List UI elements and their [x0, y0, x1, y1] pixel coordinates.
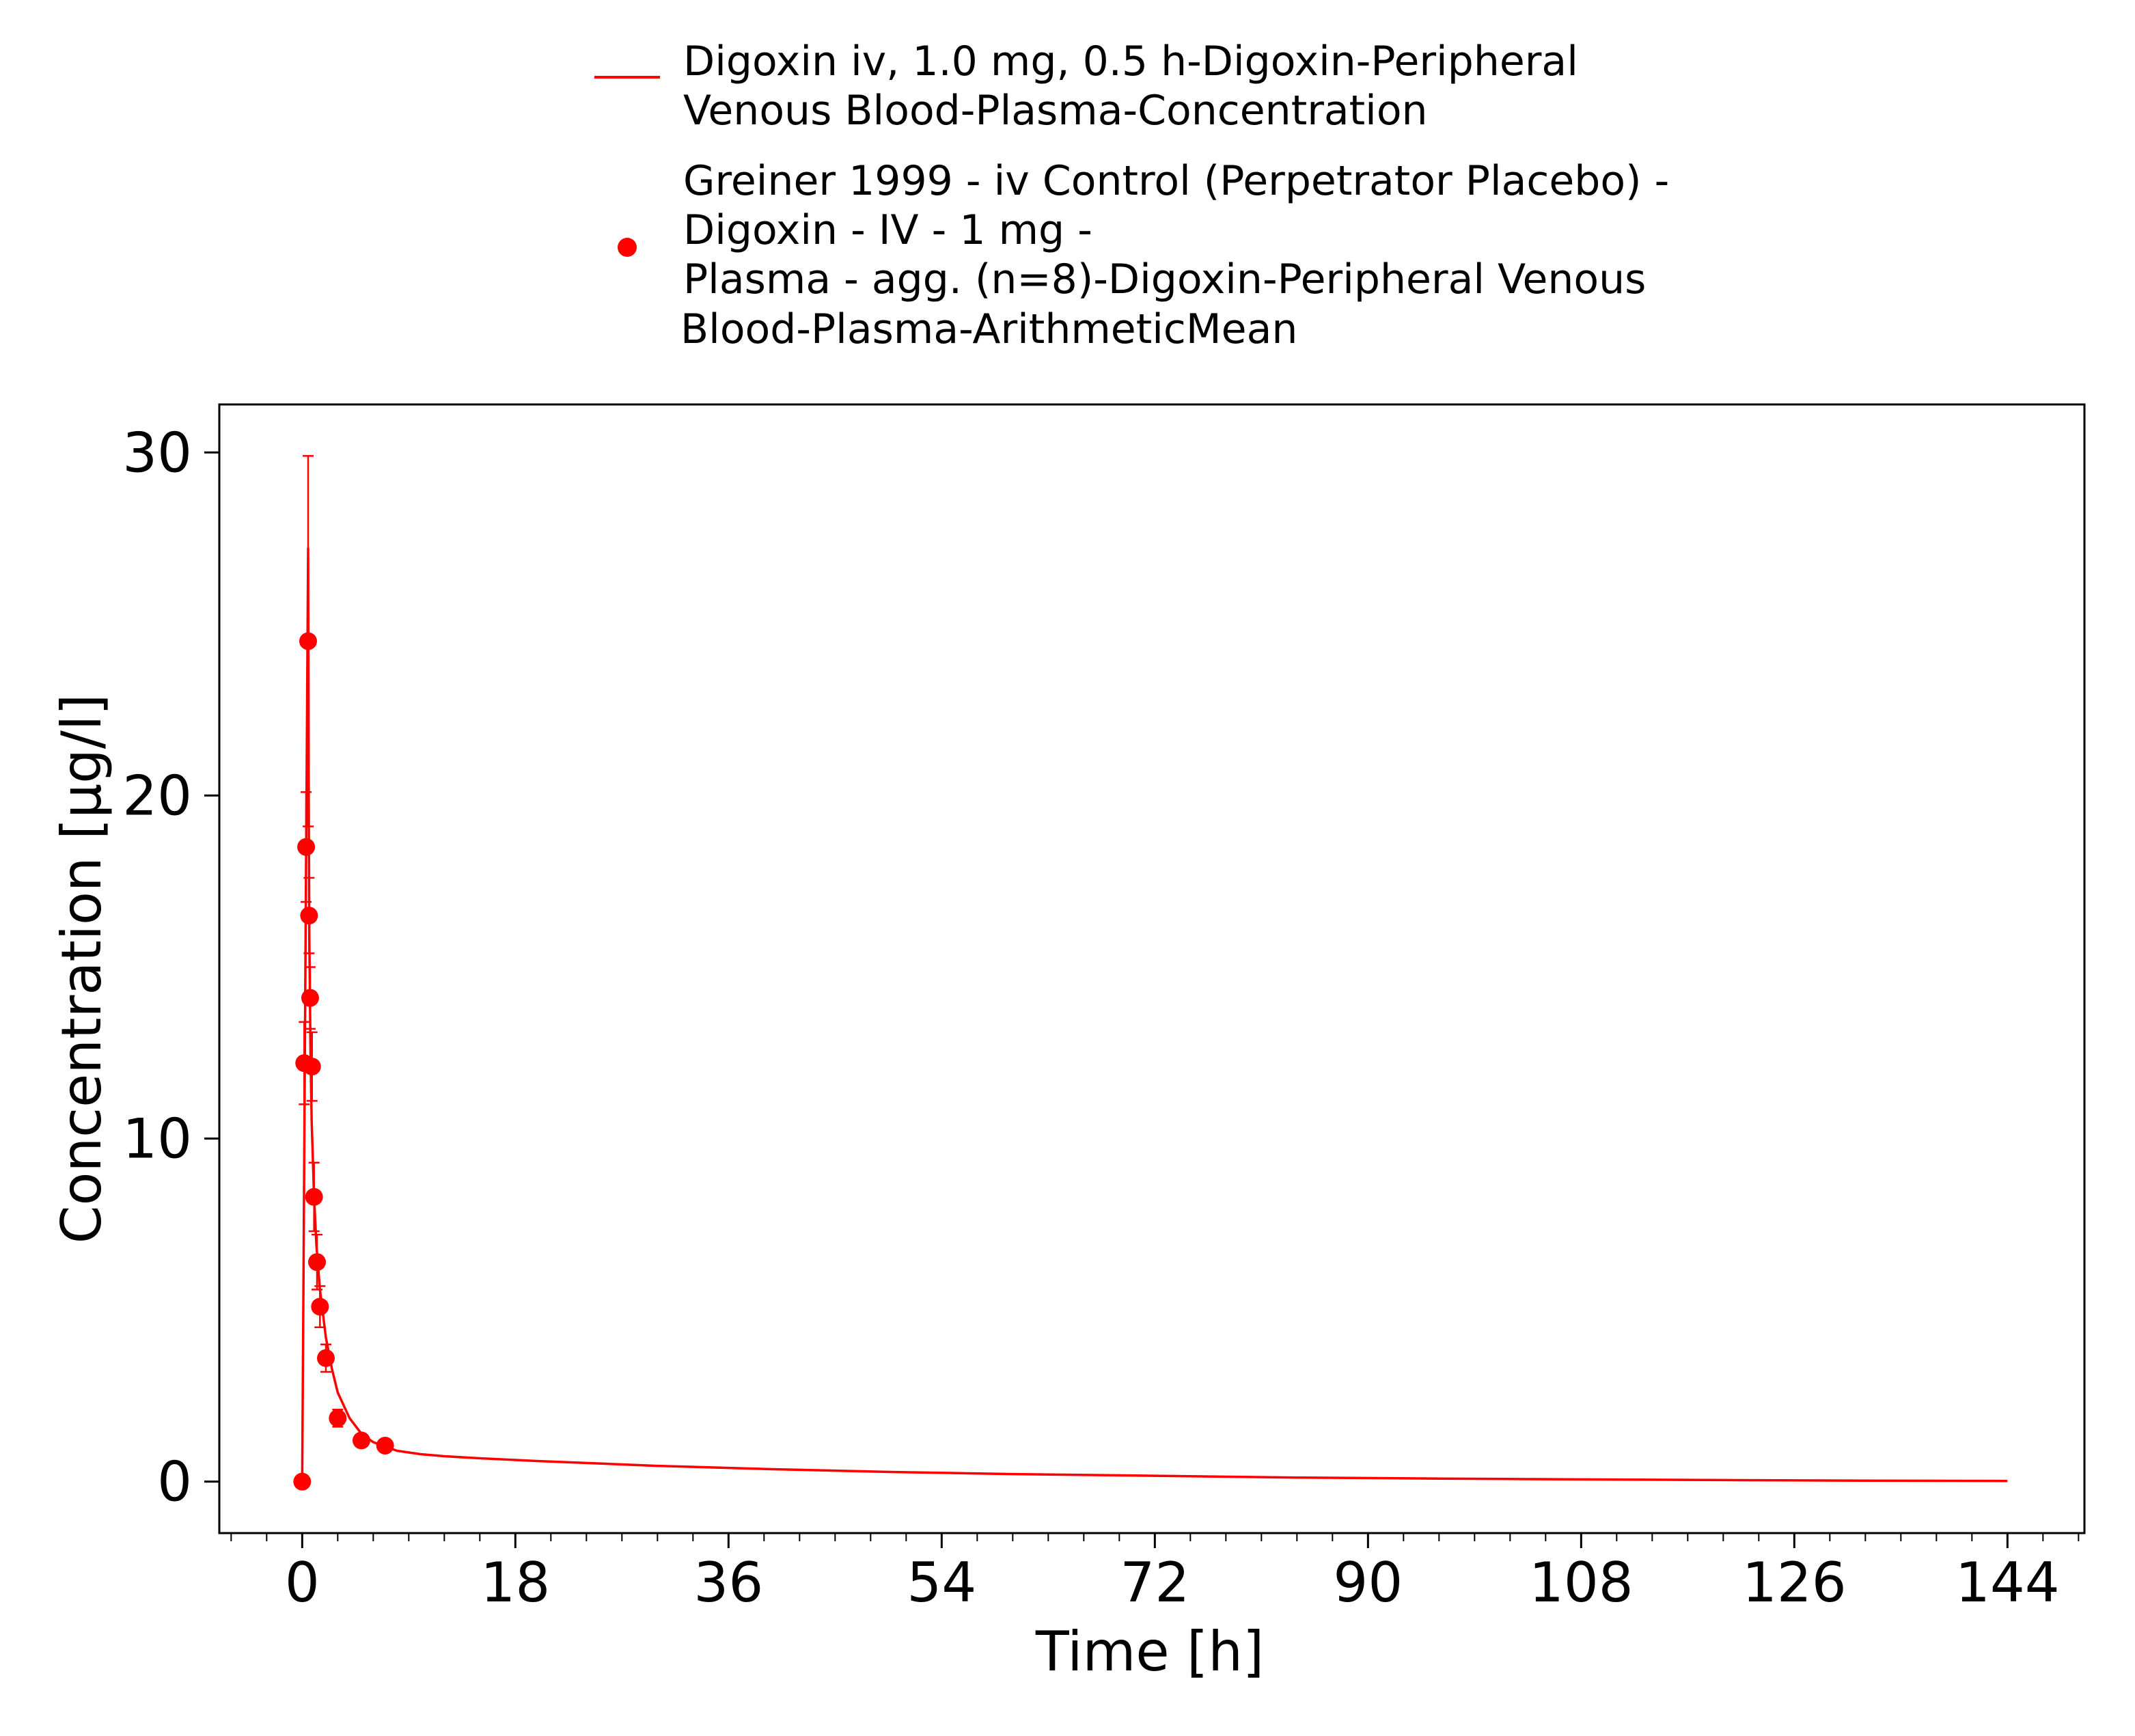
y-tick-label: 20: [122, 764, 192, 827]
plot-area-frame: [218, 403, 2086, 1534]
x-tick-label: 126: [1742, 1551, 1847, 1614]
x-tick-label: 0: [285, 1551, 320, 1614]
observed-data-point: [297, 838, 316, 856]
x-tick-label: 72: [1120, 1551, 1189, 1614]
observed-data-point: [299, 632, 317, 650]
observed-data-point: [329, 1409, 347, 1427]
x-axis-title: Time [h]: [1035, 1620, 1264, 1683]
observed-data-point: [305, 1187, 323, 1206]
observed-data-point: [301, 989, 319, 1007]
x-tick-label: 18: [480, 1551, 550, 1614]
y-tick-label: 10: [122, 1107, 192, 1171]
simulated-concentration-line: [301, 547, 2008, 1483]
observed-data-point: [293, 1472, 312, 1491]
legend-marker-swatch: [618, 238, 637, 257]
legend-entry-2-line-1: Greiner 1999 - iv Control (Perpetrator P…: [683, 157, 1669, 205]
x-tick-label: 54: [907, 1551, 976, 1614]
observed-data-point: [317, 1349, 335, 1367]
y-tick-label: 0: [157, 1450, 192, 1514]
series-layer: [293, 455, 2008, 1491]
y-tick-label: 30: [122, 421, 192, 484]
legend: Digoxin iv, 1.0 mg, 0.5 h-Digoxin-Periph…: [594, 38, 1669, 353]
observed-data-point: [303, 1058, 321, 1076]
legend-entry-2-line-4: Blood-Plasma-ArithmeticMean: [680, 305, 1297, 353]
observed-data-point: [308, 1253, 326, 1271]
legend-entry-2-line-3: Plasma - agg. (n=8)-Digoxin-Peripheral V…: [683, 256, 1646, 303]
x-tick-label: 144: [1955, 1551, 2060, 1614]
legend-entry-2-line-2: Digoxin - IV - 1 mg -: [683, 206, 1092, 254]
x-tick-label: 36: [693, 1551, 763, 1614]
observed-data-point: [300, 907, 318, 925]
x-tick-label: 108: [1529, 1551, 1634, 1614]
legend-entry-1-line-1: Digoxin iv, 1.0 mg, 0.5 h-Digoxin-Periph…: [683, 38, 1578, 85]
x-axis: 0 18 36 54 72 90 108 126 144: [230, 1533, 2080, 1614]
y-axis-title: Concentration [µg/l]: [50, 694, 113, 1244]
observed-data-point: [353, 1431, 370, 1450]
observed-data-point: [311, 1297, 329, 1316]
observed-data-point: [376, 1436, 394, 1455]
y-axis: 0 10 20 30: [122, 421, 219, 1514]
x-tick-label: 90: [1333, 1551, 1403, 1614]
legend-entry-1-line-2: Venous Blood-Plasma-Concentration: [683, 87, 1428, 135]
